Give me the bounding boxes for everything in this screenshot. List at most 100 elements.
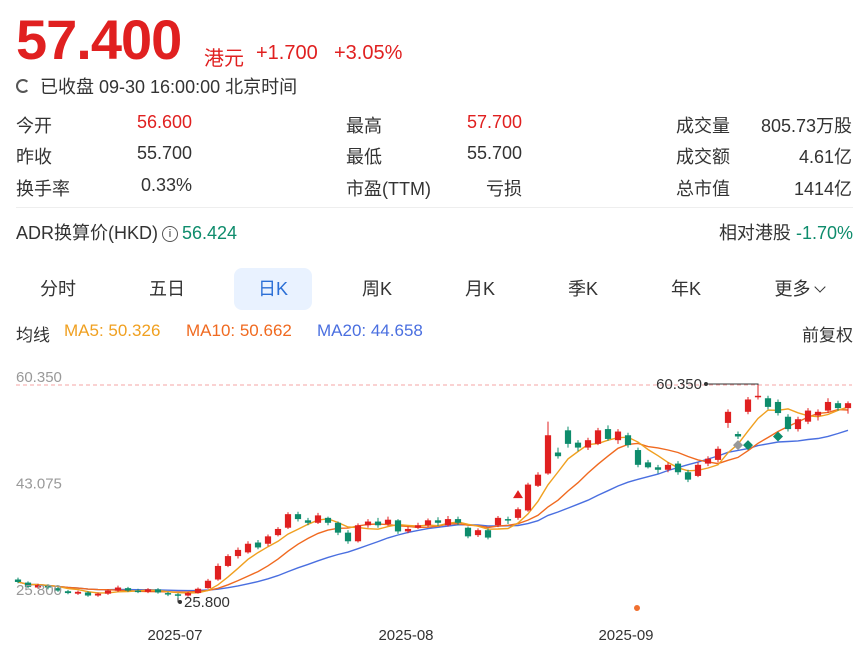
- stat-label: 今开: [16, 116, 52, 136]
- candle: [774, 399, 782, 416]
- candle: [264, 534, 272, 547]
- candle: [344, 530, 352, 544]
- divider: [16, 207, 853, 208]
- candle: [84, 591, 92, 597]
- candle: [544, 421, 552, 475]
- stat-label: 最高: [346, 116, 382, 136]
- stat-label: 总市值: [676, 179, 730, 199]
- tab-quarterly-k[interactable]: 季K: [567, 279, 598, 299]
- candle: [494, 516, 502, 528]
- tab-five-day[interactable]: 五日: [149, 279, 185, 299]
- stat-label: 市盈(TTM): [346, 179, 431, 199]
- candle: [324, 516, 332, 526]
- candle: [54, 586, 62, 592]
- candle: [184, 591, 192, 597]
- ma10-legend: MA10: 50.662: [186, 321, 292, 340]
- candle: [444, 516, 452, 527]
- stat-value: 805.73万股: [760, 116, 852, 136]
- tab-intraday[interactable]: 分时: [40, 279, 76, 299]
- candle: [194, 587, 202, 594]
- candle: [644, 459, 652, 469]
- candle: [734, 431, 742, 439]
- ma20-line: [17, 429, 849, 592]
- event-marker-icon[interactable]: [743, 440, 753, 451]
- candle: [614, 429, 622, 444]
- candle: [824, 398, 832, 414]
- candle: [174, 593, 182, 598]
- candle: [144, 588, 152, 594]
- ma5-legend: MA5: 50.326: [64, 321, 161, 340]
- candle: [524, 482, 532, 512]
- candle: [674, 461, 682, 475]
- candle: [634, 447, 642, 468]
- adjust-mode[interactable]: 前复权: [802, 326, 853, 345]
- tab-weekly-k[interactable]: 周K: [361, 279, 392, 299]
- candle: [334, 521, 342, 536]
- ma10-line: [17, 408, 849, 593]
- event-marker-icon[interactable]: [773, 431, 783, 442]
- stat-label: 成交量: [676, 116, 730, 136]
- candle: [254, 540, 262, 550]
- tab-more[interactable]: 更多: [760, 268, 838, 310]
- candle: [94, 592, 102, 597]
- candle: [564, 426, 572, 448]
- candle: [504, 516, 512, 525]
- candle: [434, 517, 442, 526]
- stat-value: 亏损: [486, 179, 522, 199]
- tab-daily-k[interactable]: 日K: [234, 268, 312, 310]
- stat-label: 换手率: [16, 179, 70, 199]
- tab-yearly-k[interactable]: 年K: [670, 279, 701, 299]
- candle: [34, 583, 42, 589]
- candle: [364, 519, 372, 528]
- candle: [394, 519, 402, 534]
- chevron-down-icon: [813, 281, 826, 293]
- candle: [414, 522, 422, 529]
- stat-value: 55.700: [466, 143, 522, 163]
- market-status-text: 已收盘 09-30 16:00:00 北京时间: [40, 77, 298, 97]
- clock-icon: [16, 79, 30, 93]
- info-icon[interactable]: i: [162, 226, 178, 242]
- tab-monthly-k[interactable]: 月K: [464, 279, 495, 299]
- stat-value: 0.33%: [140, 175, 192, 195]
- candle: [314, 512, 322, 525]
- candle: [304, 517, 312, 526]
- candle: [684, 469, 692, 483]
- currency-label: 港元: [204, 48, 244, 70]
- candle: [294, 511, 302, 522]
- candle: [744, 397, 752, 415]
- stat-label: 昨收: [16, 147, 52, 167]
- candle: [374, 517, 382, 528]
- market-status: 已收盘 09-30 16:00:00 北京时间: [16, 73, 297, 99]
- candle: [624, 432, 632, 448]
- x-tick-label: 2025-09: [598, 627, 653, 644]
- candle: [844, 401, 852, 414]
- stat-label: 最低: [346, 147, 382, 167]
- high-annotation-line: [706, 383, 759, 385]
- kline-chart[interactable]: 60.350 43.075 25.800 2025-07 2025-08 2025-09 6…: [0, 350, 865, 654]
- low-annotation-dot: [178, 600, 182, 604]
- candle: [244, 541, 252, 554]
- price-change: +1.700: [256, 42, 318, 64]
- candle: [664, 462, 672, 473]
- period-tabs: 分时 五日 日K 周K 月K 季K 年K 更多: [0, 268, 865, 310]
- candle: [114, 585, 122, 592]
- candle: [814, 409, 822, 421]
- candle: [224, 554, 232, 568]
- ma5-line: [17, 406, 849, 594]
- candle: [164, 591, 172, 597]
- stat-value: 4.61亿: [798, 147, 852, 167]
- stat-value: 56.600: [136, 112, 192, 132]
- candle: [514, 507, 522, 520]
- event-dot-icon[interactable]: [634, 605, 640, 611]
- candle: [704, 456, 712, 467]
- candle: [274, 527, 282, 537]
- candle: [784, 414, 792, 432]
- event-marker-icon[interactable]: [513, 490, 523, 499]
- candle: [574, 440, 582, 452]
- event-marker-icon[interactable]: [733, 440, 743, 451]
- candle: [204, 578, 212, 589]
- adr-value: 56.424: [182, 223, 238, 243]
- low-annotation-label: 25.800: [184, 594, 230, 611]
- high-annotation-dot: [704, 382, 708, 386]
- candle: [474, 528, 482, 537]
